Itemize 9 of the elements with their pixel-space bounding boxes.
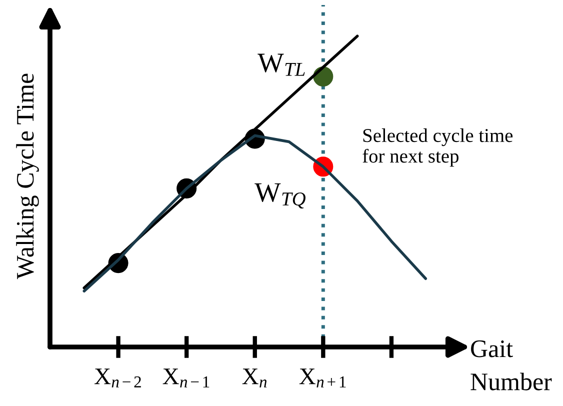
x-tick-label: X$_{n−1}$ bbox=[162, 368, 210, 388]
x-tick-label: X$_{n−2}$ bbox=[94, 368, 141, 388]
annotation: Selected cycle time for next step bbox=[362, 128, 513, 167]
x-tick-label: X$_{n}$ bbox=[242, 368, 267, 388]
y-axis-title: Walking Cycle Time bbox=[16, 74, 39, 280]
x-tick-label: X$_{n+1}$ bbox=[299, 368, 346, 388]
x-axis-title: Gait Number bbox=[470, 340, 552, 390]
annotation: W$_{TL}$ bbox=[258, 54, 305, 76]
annotation: W$_{TQ}$ bbox=[254, 183, 306, 209]
